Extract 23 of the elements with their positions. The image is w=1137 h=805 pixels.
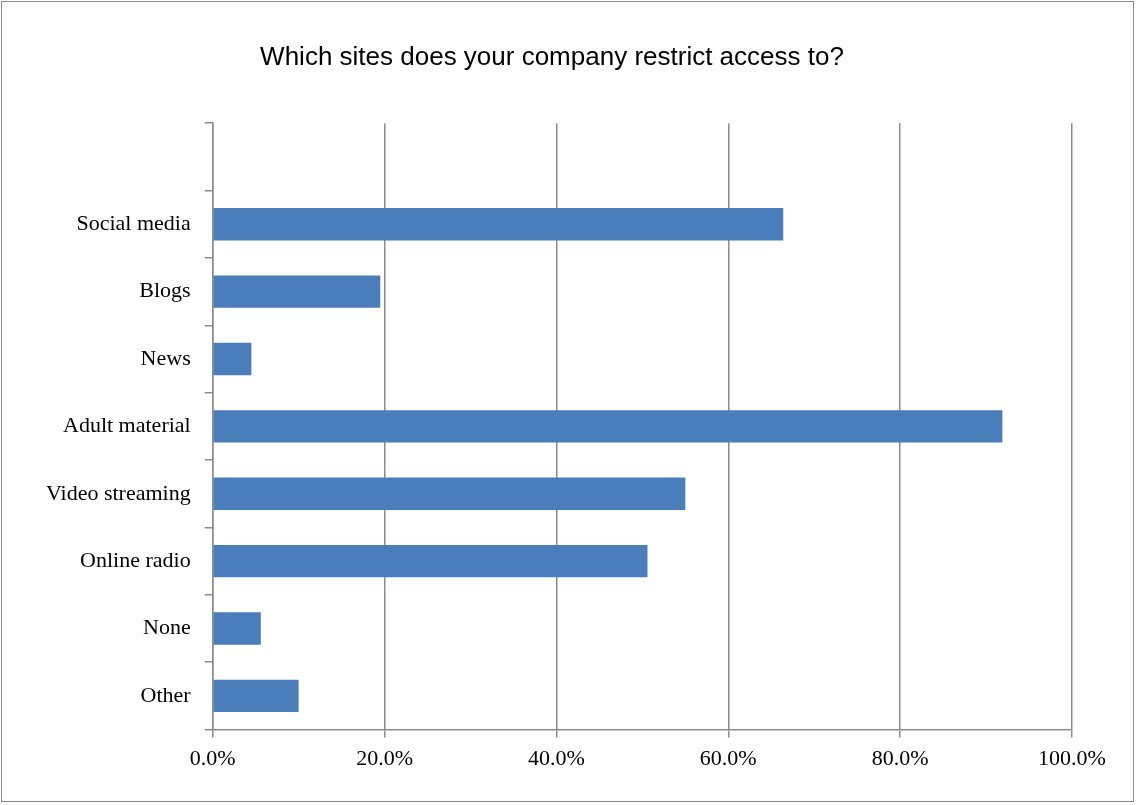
y-tick-label: Blogs [139,277,191,303]
bar [213,208,784,241]
bar [213,679,299,713]
y-tick-label: Online radio [80,546,191,572]
x-tick-label: 100.0% [1038,744,1106,770]
bar [213,477,686,510]
x-tick-label: 20.0% [356,744,413,770]
y-tick-label: News [140,344,191,370]
y-tick-label: Video streaming [45,479,191,505]
bar [213,410,1003,443]
y-tick-label: Other [140,681,192,707]
x-tick-label: 40.0% [528,744,585,770]
x-tick-label: 0.0% [189,744,236,770]
bar [213,342,252,376]
bar [213,612,261,645]
y-tick-label: Adult material [63,412,191,438]
x-tick-label: 80.0% [871,744,929,770]
bar [213,544,648,578]
chart-title: Which sites does your company restrict access to? [260,40,844,71]
x-tick-label: 60.0% [699,744,757,770]
y-tick-label: None [143,614,191,640]
y-tick-label: Social media [76,210,191,236]
bar [213,275,381,308]
